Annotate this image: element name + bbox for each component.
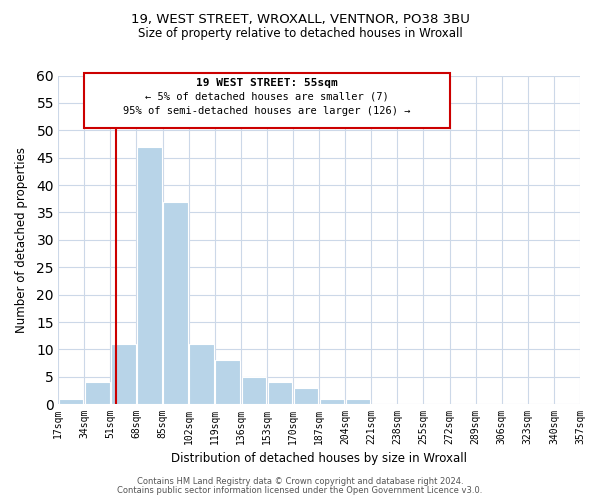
X-axis label: Distribution of detached houses by size in Wroxall: Distribution of detached houses by size … xyxy=(171,452,467,465)
Text: Contains public sector information licensed under the Open Government Licence v3: Contains public sector information licen… xyxy=(118,486,482,495)
FancyBboxPatch shape xyxy=(84,73,449,128)
Y-axis label: Number of detached properties: Number of detached properties xyxy=(15,147,28,333)
Text: ← 5% of detached houses are smaller (7): ← 5% of detached houses are smaller (7) xyxy=(145,92,389,102)
Bar xyxy=(215,360,240,404)
Text: Contains HM Land Registry data © Crown copyright and database right 2024.: Contains HM Land Registry data © Crown c… xyxy=(137,477,463,486)
Text: 19, WEST STREET, WROXALL, VENTNOR, PO38 3BU: 19, WEST STREET, WROXALL, VENTNOR, PO38 … xyxy=(131,12,469,26)
Text: 19 WEST STREET: 55sqm: 19 WEST STREET: 55sqm xyxy=(196,78,338,88)
Bar xyxy=(59,399,83,404)
Bar xyxy=(190,344,214,404)
Bar xyxy=(137,146,162,404)
Bar xyxy=(242,377,266,404)
Bar xyxy=(163,202,188,404)
Bar xyxy=(111,344,136,404)
Text: 95% of semi-detached houses are larger (126) →: 95% of semi-detached houses are larger (… xyxy=(123,106,410,116)
Text: Size of property relative to detached houses in Wroxall: Size of property relative to detached ho… xyxy=(137,28,463,40)
Bar xyxy=(294,388,318,404)
Bar xyxy=(85,382,110,404)
Bar xyxy=(268,382,292,404)
Bar xyxy=(346,399,370,404)
Bar xyxy=(320,399,344,404)
